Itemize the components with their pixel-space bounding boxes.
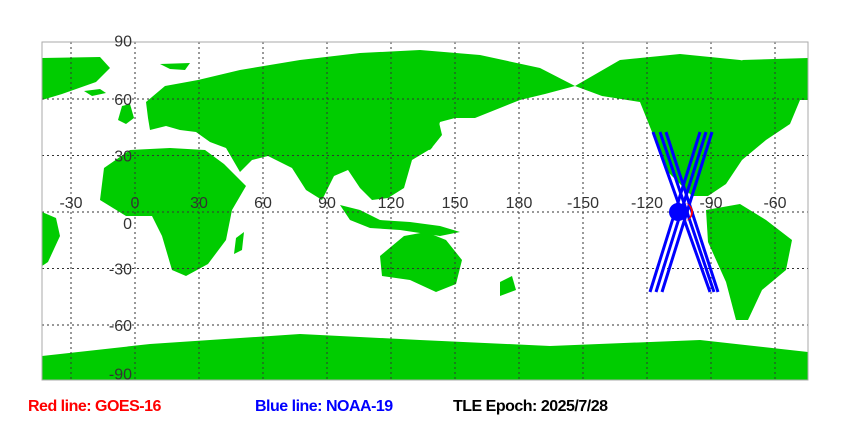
japan <box>424 118 442 150</box>
legend-red-line: Red line: GOES-16 <box>28 398 161 415</box>
brazil-wrap <box>42 212 60 266</box>
lon-label: -150 <box>567 195 599 212</box>
lon-label: -90 <box>699 195 722 212</box>
indonesia <box>340 205 460 236</box>
antarctica <box>42 334 808 380</box>
lat-label: -30 <box>109 262 132 279</box>
lat-label: -60 <box>109 318 132 335</box>
legend-blue-line: Blue line: NOAA-19 <box>255 398 393 415</box>
graticule <box>42 42 808 380</box>
svalbard <box>160 63 190 70</box>
lon-label: 120 <box>378 195 405 212</box>
lon-label: 30 <box>190 195 208 212</box>
lat-label: 30 <box>114 149 132 166</box>
lon-label: 150 <box>442 195 469 212</box>
lon-label: -60 <box>763 195 786 212</box>
lat-label: -90 <box>109 367 132 384</box>
lat-label: 0 <box>123 216 132 233</box>
grid-labels: -30 0 30 60 90 120 150 180 -150 -120 -90 -60 90 60 30 0… <box>59 34 786 384</box>
noaa19-position-marker <box>669 203 687 221</box>
south-america <box>706 204 792 320</box>
madagascar <box>234 232 244 254</box>
greenland-west <box>42 57 110 100</box>
uk <box>118 104 134 124</box>
legend-tle-epoch: TLE Epoch: 2025/7/28 <box>453 398 608 415</box>
iceland <box>84 89 106 96</box>
lon-label: 180 <box>506 195 533 212</box>
new-zealand <box>500 276 516 296</box>
lat-label: 60 <box>114 92 132 109</box>
goes16-position-marker <box>684 203 693 221</box>
lon-label: -30 <box>59 195 82 212</box>
eurasia <box>146 50 575 200</box>
lon-label: -120 <box>631 195 663 212</box>
lon-label: 90 <box>318 195 336 212</box>
land-masses <box>42 50 808 380</box>
australia <box>380 232 462 292</box>
map-frame <box>41 41 809 381</box>
lat-label: 90 <box>114 34 132 51</box>
lon-label: 60 <box>254 195 272 212</box>
lon-label: 0 <box>131 195 140 212</box>
north-america <box>575 54 800 196</box>
